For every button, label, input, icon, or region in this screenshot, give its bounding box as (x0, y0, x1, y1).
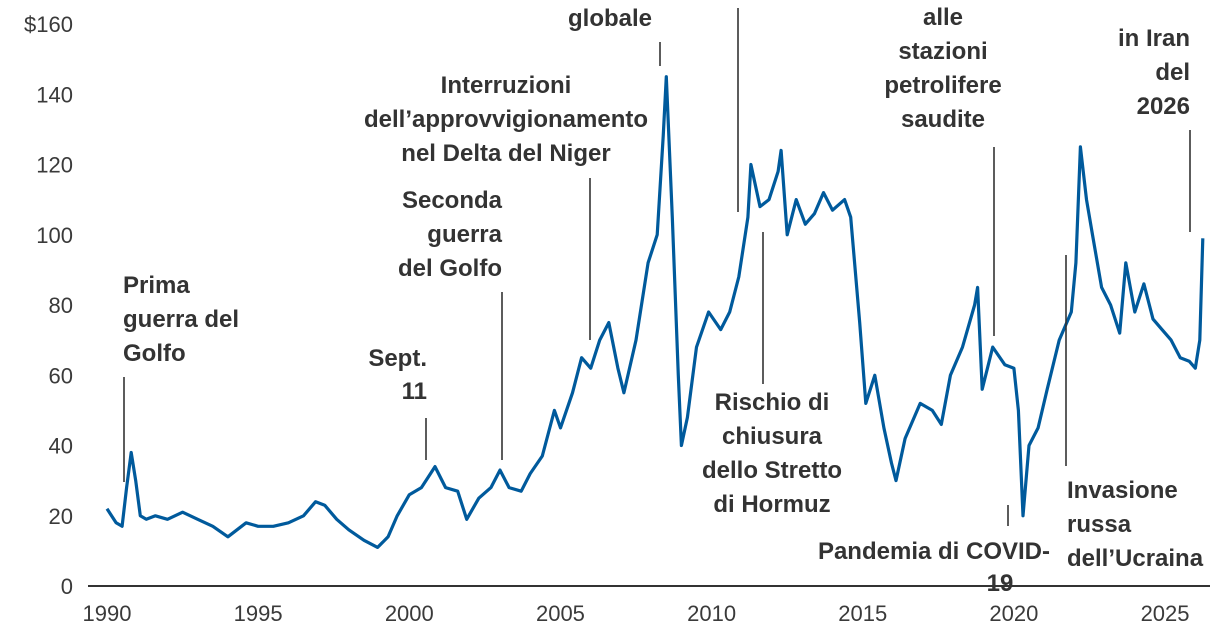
annotation-label: petrolifere (884, 72, 1001, 99)
annotation-label: del Golfo (398, 255, 502, 282)
annotation-label: di Hormuz (713, 491, 830, 518)
x-tick-label: 2015 (838, 601, 887, 626)
x-tick-label: 2010 (687, 601, 736, 626)
annotation-label: Prima (123, 272, 190, 299)
y-tick-label: 0 (61, 574, 73, 599)
y-tick-label: 140 (36, 82, 73, 107)
annotation-label: russa (1067, 511, 1132, 538)
y-tick-label: 60 (49, 363, 73, 388)
annotation-label: dell’Ucraina (1067, 545, 1204, 572)
y-tick-label: $160 (24, 12, 73, 37)
x-tick-label: 1990 (83, 601, 132, 626)
annotation-label: guerra (427, 221, 502, 248)
annotation-label: 19 (987, 570, 1014, 597)
annotation-label: Seconda (402, 187, 503, 214)
annotation-label: Golfo (123, 340, 186, 367)
x-tick-label: 2000 (385, 601, 434, 626)
annotation-label: 11 (402, 378, 427, 405)
y-tick-label: 20 (49, 504, 73, 529)
annotation-label: Rischio di (715, 389, 830, 416)
annotation-label: Pandemia di COVID- (818, 538, 1050, 565)
x-tick-label: 2025 (1141, 601, 1190, 626)
y-tick-label: 100 (36, 223, 73, 248)
annotation-label: Invasione (1067, 477, 1178, 504)
annotation-label: stazioni (898, 38, 987, 65)
annotation-label: in Iran (1118, 25, 1190, 52)
y-tick-label: 80 (49, 293, 73, 318)
y-tick-label: 120 (36, 153, 73, 178)
y-tick-label: 40 (49, 434, 73, 459)
annotation-label: chiusura (722, 423, 823, 450)
annotation-label: globale (568, 5, 652, 32)
annotation-label: saudite (901, 106, 985, 133)
annotation-label: Sept. (368, 345, 427, 372)
annotation-label: Interruzioni (441, 72, 572, 99)
annotation-label: dello Stretto (702, 457, 842, 484)
annotation-label: alle (923, 4, 963, 31)
x-tick-label: 2005 (536, 601, 585, 626)
annotation-label: nel Delta del Niger (401, 140, 610, 167)
annotation-label: del (1155, 59, 1190, 86)
x-tick-label: 2020 (989, 601, 1038, 626)
annotation-label: 2026 (1137, 93, 1190, 120)
annotation-label: dell’approvvigionamento (364, 106, 648, 133)
annotation-label: guerra del (123, 306, 239, 333)
x-tick-label: 1995 (234, 601, 283, 626)
price-line (105, 75, 1205, 549)
